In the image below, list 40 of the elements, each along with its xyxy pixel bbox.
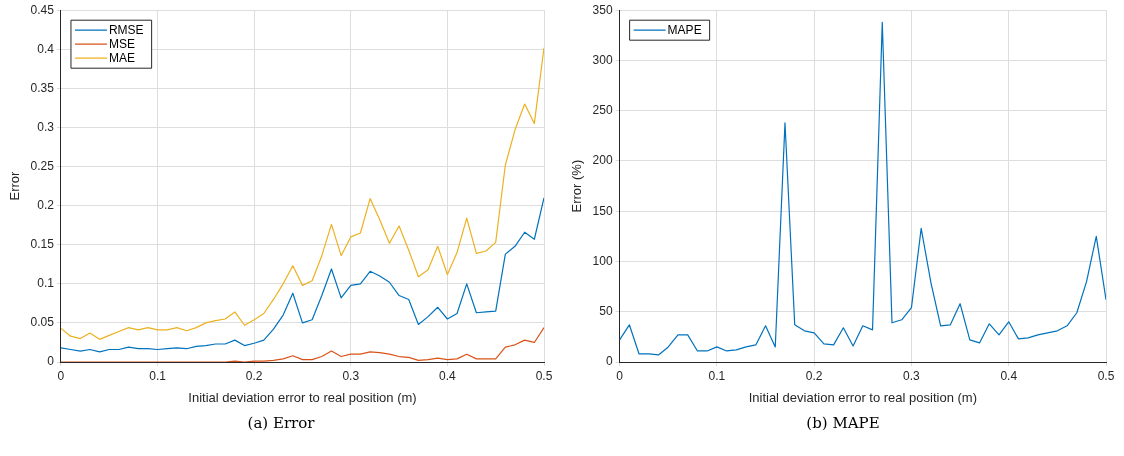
- y-axis-title: Error: [7, 170, 23, 201]
- y-tick-label: 0.2: [37, 197, 55, 212]
- x-tick-label: 0.2: [805, 368, 823, 383]
- x-axis-title: Initial deviation error to real position (m): [188, 389, 417, 405]
- y-tick-label: 250: [592, 103, 613, 118]
- y-tick-label: 0.4: [37, 41, 55, 56]
- y-tick-label: 0.1: [37, 276, 55, 291]
- x-tick-label: 0.4: [1000, 368, 1018, 383]
- x-tick-label: 0.2: [245, 368, 263, 383]
- y-axis-title: Error (%): [569, 159, 585, 213]
- legend-label: RMSE: [108, 22, 144, 37]
- x-tick-label: 0.5: [1097, 368, 1115, 383]
- y-tick-label: 0.35: [30, 80, 55, 95]
- y-tick-label: 0.15: [30, 237, 55, 252]
- y-tick-label: 0: [605, 354, 613, 369]
- x-tick-label: 0.5: [535, 368, 553, 383]
- y-tick-label: 300: [592, 52, 613, 67]
- y-tick-label: 350: [592, 2, 613, 17]
- x-tick-label: 0.1: [708, 368, 726, 383]
- x-tick-label: 0.3: [903, 368, 921, 383]
- y-tick-label: 50: [599, 304, 613, 319]
- text: (b) MAPE: [805, 414, 881, 432]
- y-tick-label: 150: [592, 203, 613, 218]
- y-tick-label: 0.05: [30, 315, 55, 330]
- x-tick-label: 0.4: [439, 368, 457, 383]
- y-tick-label: 0.45: [30, 2, 55, 17]
- y-tick-label: 0.3: [37, 119, 55, 134]
- x-tick-label: 0.1: [149, 368, 167, 383]
- y-tick-label: 200: [592, 153, 613, 168]
- y-tick-label: 0: [47, 354, 55, 369]
- legend-label: MAE: [108, 50, 135, 65]
- legend-label: MAPE: [667, 22, 702, 37]
- y-tick-label: 0.25: [30, 158, 55, 173]
- x-tick-label: 0.3: [342, 368, 360, 383]
- x-tick-label: 0: [616, 368, 624, 383]
- x-axis-title: Initial deviation error to real position (m): [748, 389, 977, 405]
- text: (a) Error: [246, 414, 316, 432]
- x-tick-label: 0: [57, 368, 65, 383]
- legend-label: MSE: [108, 36, 135, 51]
- y-tick-label: 100: [592, 253, 613, 268]
